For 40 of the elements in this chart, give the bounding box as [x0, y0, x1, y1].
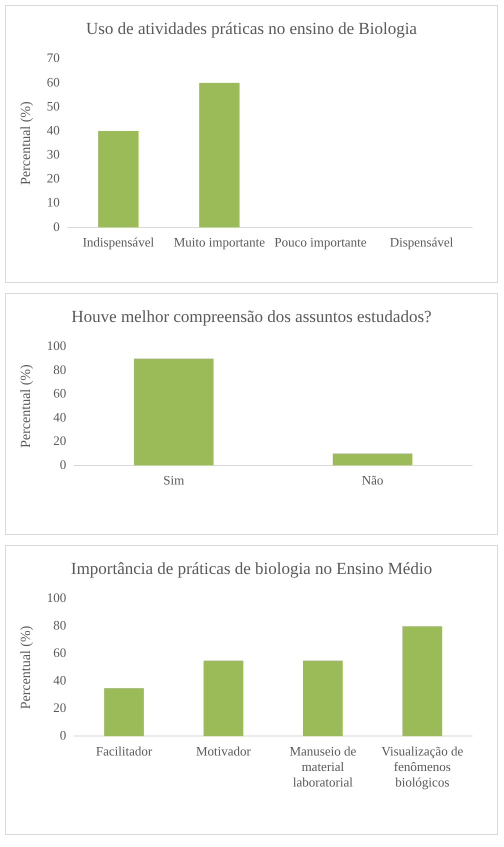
chart-title: Houve melhor compreensão dos assuntos estudados?	[70, 306, 433, 327]
y-axis-title: Percentual (%)	[19, 100, 34, 185]
y-tick-label: 100	[46, 338, 66, 354]
y-tick-label: 40	[46, 122, 60, 138]
y-tick-label: 50	[46, 98, 60, 114]
x-tick-label: Indispensável	[82, 234, 154, 250]
y-tick-label: 20	[46, 170, 60, 186]
chart-title: Uso de atividades práticas no ensino de Biologia	[85, 18, 418, 39]
bar	[204, 660, 244, 736]
y-tick-label: 80	[53, 618, 66, 633]
y-tick-label: 20	[53, 433, 66, 448]
y-tick-label: 0	[60, 456, 66, 472]
bar	[104, 688, 144, 736]
y-tick-label: 20	[53, 700, 66, 716]
y-tick-label: 60	[53, 645, 66, 660]
y-tick-label: 100	[46, 590, 66, 606]
x-tick-label: Sim	[163, 472, 184, 488]
y-tick-label: 60	[46, 74, 60, 90]
bar	[402, 626, 442, 736]
x-tick-label: Não	[362, 472, 384, 488]
y-tick-label: 30	[46, 146, 60, 162]
x-tick-label: Facilitador	[96, 743, 153, 758]
y-tick-label: 40	[53, 409, 66, 424]
y-tick-label: 70	[46, 50, 60, 66]
x-tick-label: Visualização de fenômenos biológicos	[381, 743, 464, 790]
x-tick-label: Motivador	[196, 743, 252, 758]
y-axis-title: Percentual (%)	[19, 625, 34, 710]
bar	[302, 660, 343, 736]
x-tick-label: Dispensável	[390, 234, 454, 250]
chart-title: Importância de práticas de biologia no Ensino Médio	[70, 558, 434, 579]
y-tick-label: 40	[53, 672, 66, 688]
x-tick-label: Manuseio de material laboratorial	[289, 743, 356, 790]
y-axis-title: Percentual (%)	[19, 364, 34, 448]
y-tick-label: 0	[60, 728, 66, 743]
y-tick-label: 60	[53, 386, 66, 401]
x-tick-label: Muito importante	[174, 234, 266, 250]
y-tick-label: 10	[46, 194, 60, 210]
y-tick-label: 80	[53, 362, 66, 377]
y-tick-label: 0	[53, 218, 60, 234]
x-tick-label: Pouco importante	[274, 234, 367, 250]
